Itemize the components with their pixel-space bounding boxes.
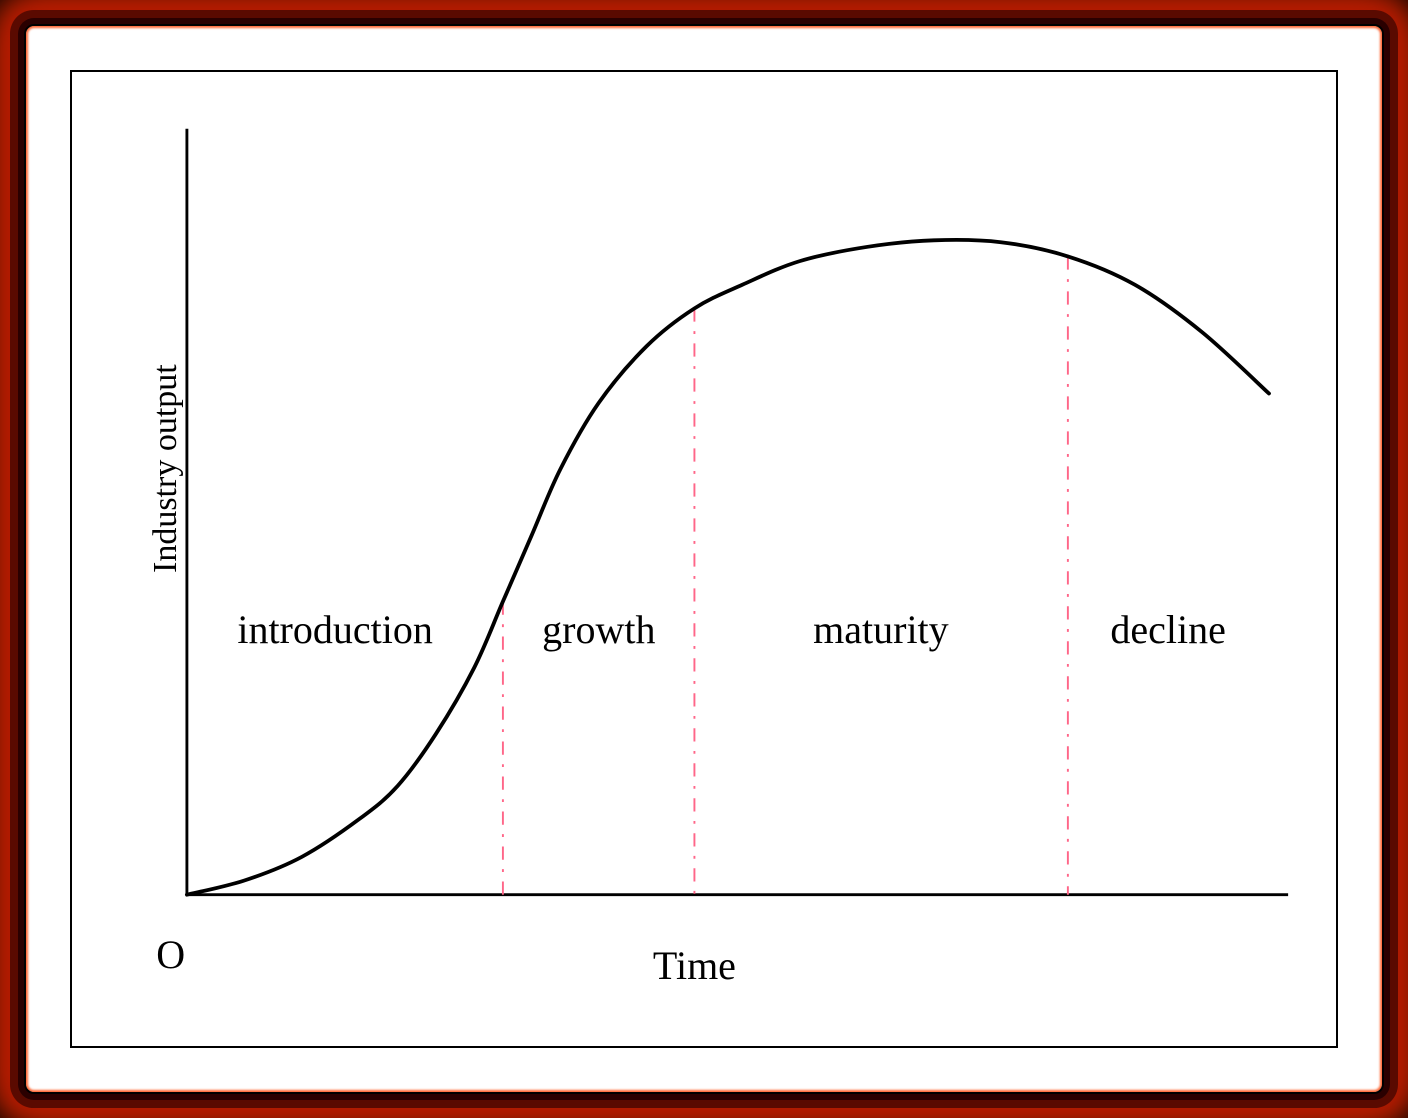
glow-frame: Industry output Time O introduction grow… [24, 24, 1384, 1094]
outer-background: Industry output Time O introduction grow… [0, 0, 1408, 1118]
x-axis-label: Time [653, 942, 736, 989]
y-axis-label: Industry output [147, 364, 185, 573]
origin-label: O [156, 931, 185, 978]
phase-label-introduction: introduction [237, 606, 433, 653]
phase-label-maturity: maturity [813, 606, 949, 653]
phase-label-growth: growth [542, 606, 655, 653]
chart-container: Industry output Time O introduction grow… [70, 70, 1338, 1048]
chart-svg [72, 72, 1336, 1046]
phase-label-decline: decline [1110, 606, 1226, 653]
